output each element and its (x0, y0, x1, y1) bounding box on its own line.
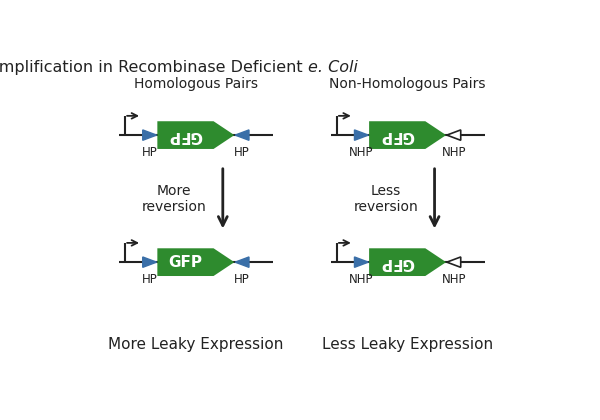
Text: NHP: NHP (349, 146, 374, 158)
Polygon shape (447, 130, 461, 140)
Text: e. Coli: e. Coli (308, 60, 358, 75)
Text: HP: HP (234, 273, 250, 286)
Polygon shape (143, 257, 157, 268)
Polygon shape (355, 130, 368, 140)
Text: Non-Homologous Pairs: Non-Homologous Pairs (329, 77, 486, 91)
Text: NHP: NHP (349, 273, 374, 286)
Text: HP: HP (142, 273, 158, 286)
Polygon shape (157, 121, 235, 149)
Text: NHP: NHP (442, 146, 466, 158)
Text: NHP: NHP (442, 273, 466, 286)
Text: Plasmid Amplification in Recombinase Deficient: Plasmid Amplification in Recombinase Def… (0, 60, 308, 75)
Text: GFP: GFP (380, 128, 414, 143)
Polygon shape (235, 257, 249, 268)
Text: Less
reversion: Less reversion (353, 184, 418, 214)
Text: HP: HP (234, 146, 250, 158)
Text: HP: HP (142, 146, 158, 158)
Text: GFP: GFP (380, 255, 414, 270)
Text: GFP: GFP (169, 255, 202, 270)
Text: More
reversion: More reversion (142, 184, 206, 214)
Text: GFP: GFP (169, 128, 202, 143)
Polygon shape (355, 257, 368, 268)
Text: Less Leaky Expression: Less Leaky Expression (322, 337, 493, 352)
Polygon shape (157, 248, 235, 276)
Polygon shape (369, 121, 446, 149)
Text: Homologous Pairs: Homologous Pairs (134, 77, 258, 91)
Polygon shape (369, 248, 446, 276)
Polygon shape (447, 257, 461, 268)
Polygon shape (143, 130, 157, 140)
Text: More Leaky Expression: More Leaky Expression (108, 337, 284, 352)
Polygon shape (235, 130, 249, 140)
